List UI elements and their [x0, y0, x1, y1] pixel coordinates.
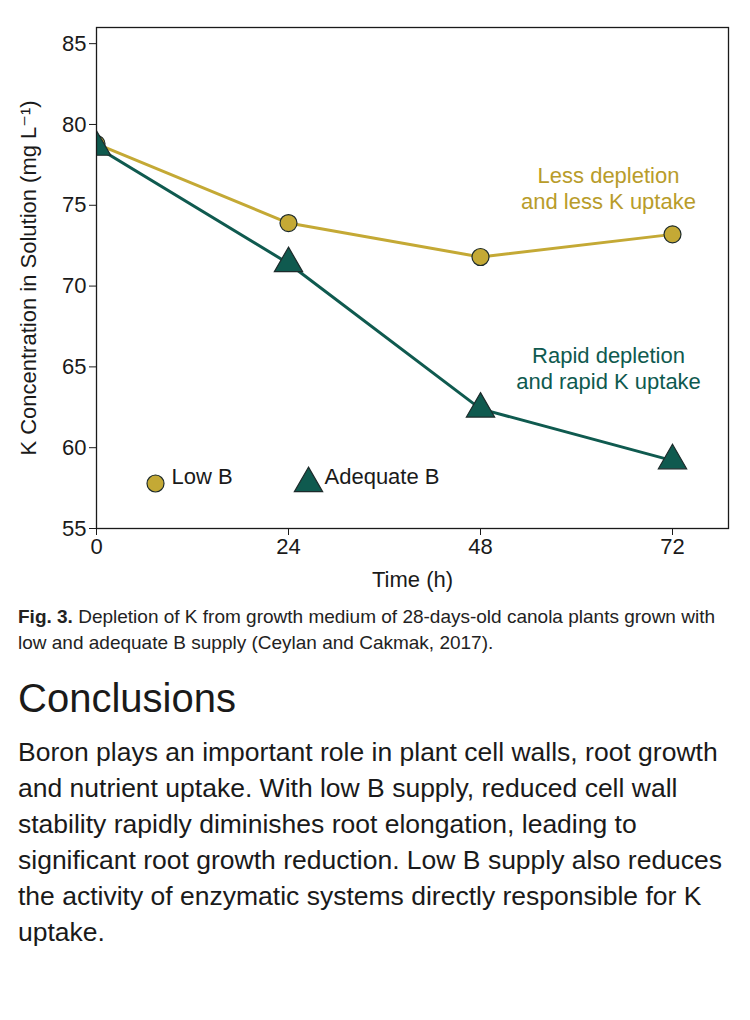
svg-text:75: 75 [62, 192, 86, 217]
svg-text:K Concentration in Solution (m: K Concentration in Solution (mg L⁻¹) [16, 100, 41, 455]
svg-text:72: 72 [660, 534, 684, 559]
svg-text:55: 55 [62, 516, 86, 541]
svg-text:48: 48 [468, 534, 492, 559]
svg-text:70: 70 [62, 273, 86, 298]
svg-text:0: 0 [90, 534, 102, 559]
svg-text:60: 60 [62, 435, 86, 460]
svg-text:Rapid depletionand rapid K upt: Rapid depletionand rapid K uptake [516, 343, 701, 393]
html-text:Conclusions: Conclusions [18, 676, 236, 720]
html-text:Fig. 3. Depletion of K from gr: Fig. 3. Depletion of K from growth mediu… [18, 606, 715, 653]
html-text:Boron plays an important role: Boron plays an important role in plant c… [18, 737, 723, 947]
svg-text:24: 24 [276, 534, 300, 559]
svg-text:Low B: Low B [172, 464, 233, 489]
svg-text:65: 65 [62, 354, 86, 379]
svg-text:85: 85 [62, 31, 86, 56]
svg-text:Time (h): Time (h) [372, 567, 453, 592]
svg-text:Adequate B: Adequate B [325, 464, 440, 489]
svg-text:Less depletionand less K uptak: Less depletionand less K uptake [521, 163, 696, 213]
svg-text:80: 80 [62, 112, 86, 137]
